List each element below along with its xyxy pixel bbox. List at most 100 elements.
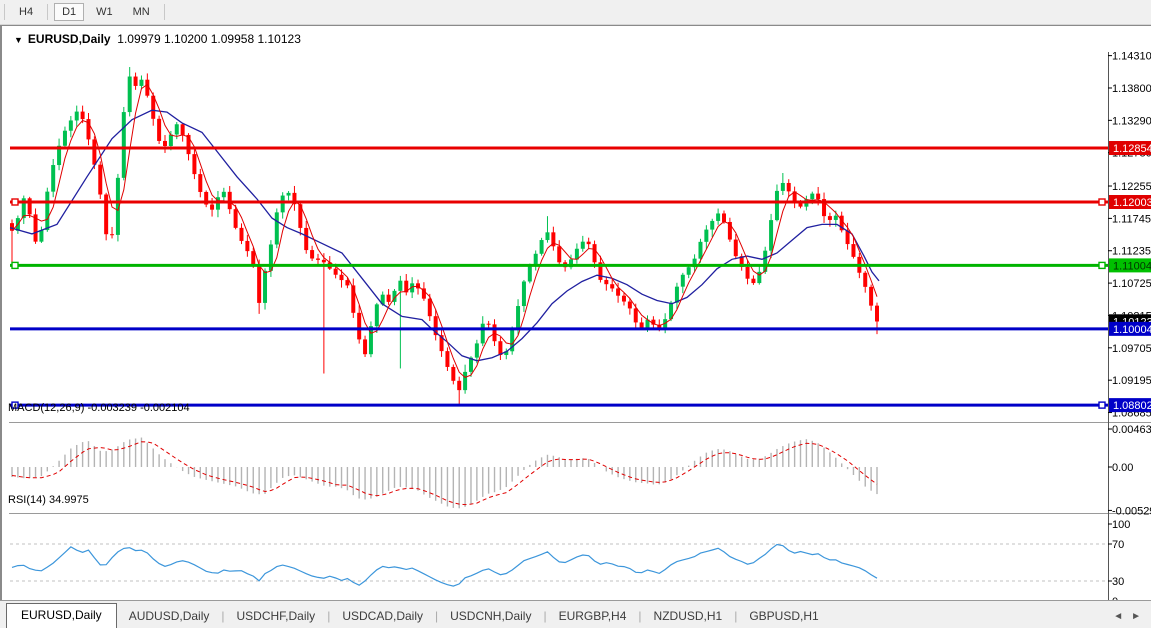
candle (98, 164, 103, 195)
candle (410, 283, 415, 293)
candle (168, 134, 173, 147)
toolbar-separator (47, 4, 49, 20)
candle (468, 357, 473, 372)
candle (86, 119, 91, 140)
candle (822, 199, 827, 217)
macd-signal-line (11, 441, 878, 506)
tab-separator: | (221, 609, 225, 623)
line-handle[interactable] (11, 198, 19, 206)
tab-scroll-left-icon[interactable]: ◄ (1113, 611, 1124, 622)
line-handle[interactable] (11, 401, 19, 409)
candle (722, 213, 727, 222)
candle (698, 241, 703, 259)
candle (280, 195, 285, 213)
tab-usdchf[interactable]: USDCHF,Daily (236, 609, 316, 623)
toolbar-separator (4, 4, 5, 20)
rsi-tick-label: 100 (1112, 519, 1130, 531)
candle (774, 190, 779, 221)
price-badge-value: 1.12003 (1113, 197, 1151, 209)
rsi-tick-label: 70 (1112, 539, 1124, 551)
chart-dropdown-icon[interactable]: ▼ (14, 35, 23, 45)
candle (686, 267, 691, 275)
tab-gbpusd[interactable]: GBPUSD,H1 (749, 609, 819, 623)
candle (474, 343, 479, 358)
candlesticks-layer (10, 76, 879, 391)
candle (310, 250, 315, 259)
candle (580, 241, 585, 249)
candle (174, 124, 179, 135)
price-badge-value: 1.11004 (1113, 260, 1151, 272)
candle (663, 319, 668, 330)
candle (233, 209, 238, 228)
candle (180, 124, 185, 135)
candle (198, 174, 203, 192)
candle (510, 329, 515, 352)
candle (557, 246, 562, 263)
candle (133, 76, 138, 86)
chart-window: 1.143101.138001.132901.127801.122551.117… (0, 25, 1151, 601)
candle (421, 288, 426, 299)
price-badge-value: 1.08802 (1113, 400, 1151, 412)
tab-usdcnh[interactable]: USDCNH,Daily (450, 609, 532, 623)
candle (569, 259, 574, 268)
candle (210, 204, 215, 210)
price-axis[interactable]: 1.143101.138001.132901.127801.122551.117… (1108, 51, 1151, 420)
candle (127, 76, 132, 113)
candle (386, 294, 391, 302)
tab-usdcad[interactable]: USDCAD,Daily (342, 609, 423, 623)
horizontal-lines (10, 146, 1108, 409)
macd-axis: 0.00463 0.00 -0.00529 (1108, 424, 1151, 517)
macd-tick-label: 0.00463 (1112, 424, 1151, 436)
candle (274, 212, 279, 245)
timeframe-button-w1[interactable]: W1 (96, 6, 113, 18)
timeframe-toolbar: H4 D1 W1 MN (0, 0, 1151, 25)
candle (604, 279, 609, 285)
candle (592, 244, 597, 263)
timeframe-button-h4[interactable]: H4 (19, 6, 34, 18)
macd-name: MACD(12,26,9) (8, 402, 85, 414)
timeframe-button-d1[interactable]: D1 (54, 3, 85, 21)
tab-audusd[interactable]: AUDUSD,Daily (128, 609, 210, 623)
chart-canvas[interactable]: 1.143101.138001.132901.127801.122551.117… (2, 26, 1151, 601)
macd-signal (11, 441, 878, 506)
candle (239, 227, 244, 241)
candle (268, 244, 273, 271)
candle (157, 118, 162, 141)
candle (545, 232, 550, 241)
candle (521, 281, 526, 307)
candle (10, 223, 14, 231)
macd-tick-label: 0.00 (1112, 462, 1133, 474)
candle (286, 192, 291, 196)
timeframe-button-mn[interactable]: MN (132, 6, 150, 18)
chart-symbol: EURUSD,Daily (27, 32, 111, 46)
candle (51, 165, 56, 192)
candle (727, 221, 732, 240)
tab-eurusd[interactable]: EURUSD,Daily (6, 603, 117, 628)
candle (404, 280, 409, 293)
candle (875, 305, 879, 322)
price-badges: 1.128541.120031.110041.101231.100041.088… (1109, 141, 1151, 413)
tab-nzdusd[interactable]: NZDUSD,H1 (653, 609, 723, 623)
macd-values: -0.003239 -0.002104 (87, 402, 190, 414)
candle (745, 266, 750, 279)
candle (669, 302, 674, 320)
price-badge (1109, 258, 1151, 273)
tab-eurgbp[interactable]: EURGBP,H4 (558, 609, 627, 623)
line-handle[interactable] (1098, 401, 1106, 409)
candle (339, 274, 344, 281)
price-tick-label: 1.13290 (1112, 115, 1151, 127)
ma-slow-line (9, 109, 880, 362)
line-handle[interactable] (1098, 261, 1106, 270)
tab-scroll-right-icon[interactable]: ► (1131, 611, 1141, 622)
line-handle[interactable] (11, 261, 19, 270)
candle (392, 290, 397, 302)
candle (80, 111, 85, 120)
candle (757, 271, 762, 284)
candle (21, 198, 26, 219)
line-handle[interactable] (1098, 198, 1106, 206)
quote-close: 1.10123 (257, 32, 301, 46)
candle (539, 240, 544, 254)
candle (516, 306, 521, 330)
candle (380, 294, 385, 305)
candle (716, 213, 721, 221)
